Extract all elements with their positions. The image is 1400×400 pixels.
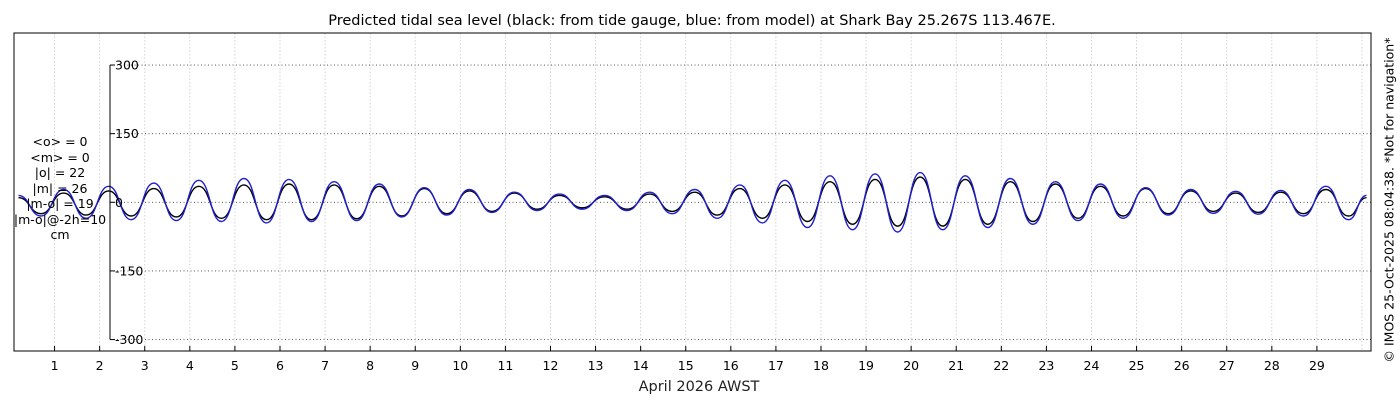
x-tick-label: 13 bbox=[588, 358, 604, 373]
x-tick-label: 29 bbox=[1309, 358, 1325, 373]
chart-title: Predicted tidal sea level (black: from t… bbox=[328, 13, 1056, 29]
x-tick-label: 25 bbox=[1129, 358, 1145, 373]
series-lines bbox=[18, 171, 1367, 233]
x-tick-label: 11 bbox=[497, 358, 513, 373]
x-tick-label: 19 bbox=[858, 358, 874, 373]
x-tick-label: 1 bbox=[51, 358, 59, 373]
series-model bbox=[18, 171, 1367, 233]
x-tick-label: 28 bbox=[1264, 358, 1280, 373]
x-tick-label: 8 bbox=[366, 358, 374, 373]
stat-abs-model: |m| = 26 bbox=[32, 180, 88, 196]
grid bbox=[54, 33, 1371, 351]
axes: 1 2 3 4 5 6 7 8 9 10 11 12 13 14 15 16 17 18 19 20 21 22 23 24 2… bbox=[51, 58, 1325, 373]
x-tick-label: 20 bbox=[903, 358, 919, 373]
stat-mean-observed: <o> = 0 bbox=[32, 134, 88, 149]
stat-unit: cm bbox=[50, 227, 70, 242]
x-tick-label: 4 bbox=[186, 358, 194, 373]
x-tick-label: 26 bbox=[1174, 358, 1190, 373]
x-tick-label: 9 bbox=[411, 358, 419, 373]
stat-abs-difference-lagged: |m-o|@-2h=10 bbox=[13, 211, 107, 227]
stat-abs-difference: |m-o| = 19 bbox=[26, 196, 94, 211]
copyright-note: © IMOS 25-Oct-2025 08:04:38. *Not for na… bbox=[1381, 37, 1397, 363]
x-tick-label: 12 bbox=[543, 358, 559, 373]
y-tick-label: 150 bbox=[115, 126, 139, 141]
stat-mean-model: <m> = 0 bbox=[30, 149, 90, 165]
x-tick-label: 16 bbox=[723, 358, 739, 373]
plot-frame bbox=[13, 32, 1372, 352]
x-axis-label: April 2026 AWST bbox=[639, 379, 760, 395]
y-tick-label: -300 bbox=[115, 332, 143, 347]
series-tide-gauge bbox=[18, 176, 1367, 227]
x-tick-label: 18 bbox=[813, 358, 829, 373]
x-tick-label: 6 bbox=[276, 358, 284, 373]
y-tick-label: -150 bbox=[115, 263, 143, 278]
stat-abs-observed: |o| = 22 bbox=[34, 165, 86, 180]
x-tick-label: 3 bbox=[141, 358, 149, 373]
x-tick-label: 2 bbox=[96, 358, 104, 373]
x-tick-label: 22 bbox=[993, 358, 1009, 373]
x-tick-label: 17 bbox=[768, 358, 784, 373]
y-tick-label: 300 bbox=[115, 58, 139, 73]
x-tick-label: 10 bbox=[452, 358, 468, 373]
x-tick-label: 21 bbox=[948, 358, 964, 373]
x-tick-label: 23 bbox=[1038, 358, 1054, 373]
x-tick-label: 27 bbox=[1219, 358, 1235, 373]
x-tick-label: 5 bbox=[231, 358, 239, 373]
x-tick-label: 24 bbox=[1084, 358, 1100, 373]
x-tick-label: 7 bbox=[321, 358, 329, 373]
stats-panel: <o> = 0 <m> = 0 |o| = 22 |m| = 26 |m-o| … bbox=[10, 134, 110, 243]
x-tick-label: 14 bbox=[633, 358, 649, 373]
x-tick-label: 15 bbox=[678, 358, 694, 373]
y-tick-label: 0 bbox=[115, 195, 123, 210]
